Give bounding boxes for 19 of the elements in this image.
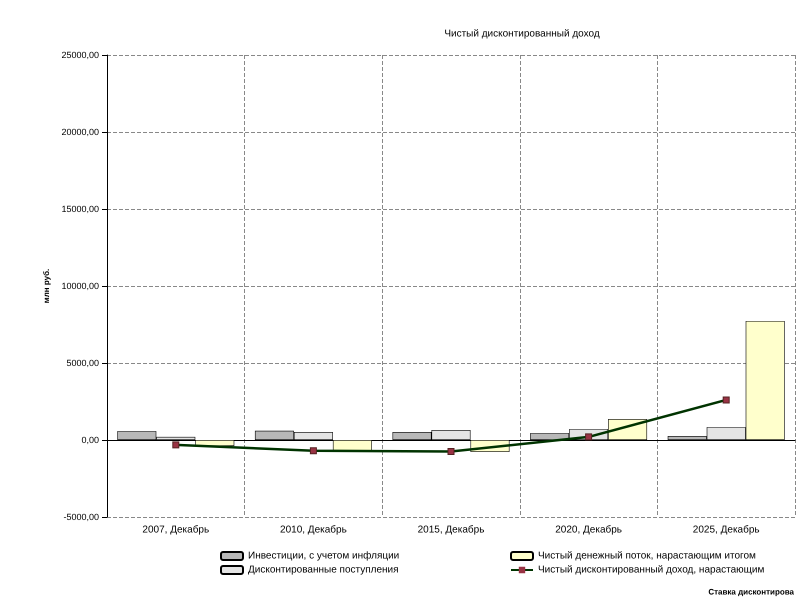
- y-tick-label: 20000,00: [61, 127, 99, 137]
- text: Ставка дисконтирова: [708, 588, 795, 596]
- y-tick-label: 5000,00: [66, 358, 99, 368]
- y-tick-label: -5000,00: [63, 512, 99, 522]
- x-tick-label: 2020, Декабрь: [555, 524, 622, 536]
- x-tick-label: 2007, Декабрь: [142, 524, 210, 536]
- x-tick-label: 2025, Декабрь: [692, 524, 760, 536]
- chart-title: Чистый дисконтированный доход: [444, 28, 600, 40]
- legend-label: Чистый денежный поток, нарастающим итогом: [538, 550, 756, 562]
- y-tick-label: 10000,00: [61, 281, 99, 291]
- y-tick-label: 0,00: [81, 435, 99, 445]
- legend-label: Дисконтированные поступления: [248, 564, 399, 576]
- y-tick-label: 25000,00: [61, 50, 99, 60]
- y-axis-title: млн руб.: [42, 268, 52, 304]
- y-tick-label: 15000,00: [61, 204, 99, 214]
- x-tick-label: 2015, Декабрь: [418, 524, 484, 536]
- x-tick-label: 2010, Декабрь: [280, 524, 347, 536]
- legend-label: Чистый дисконтированный доход, нарастающим: [538, 564, 764, 576]
- legend-label: Инвестиции, с учетом инфляции: [248, 550, 400, 562]
